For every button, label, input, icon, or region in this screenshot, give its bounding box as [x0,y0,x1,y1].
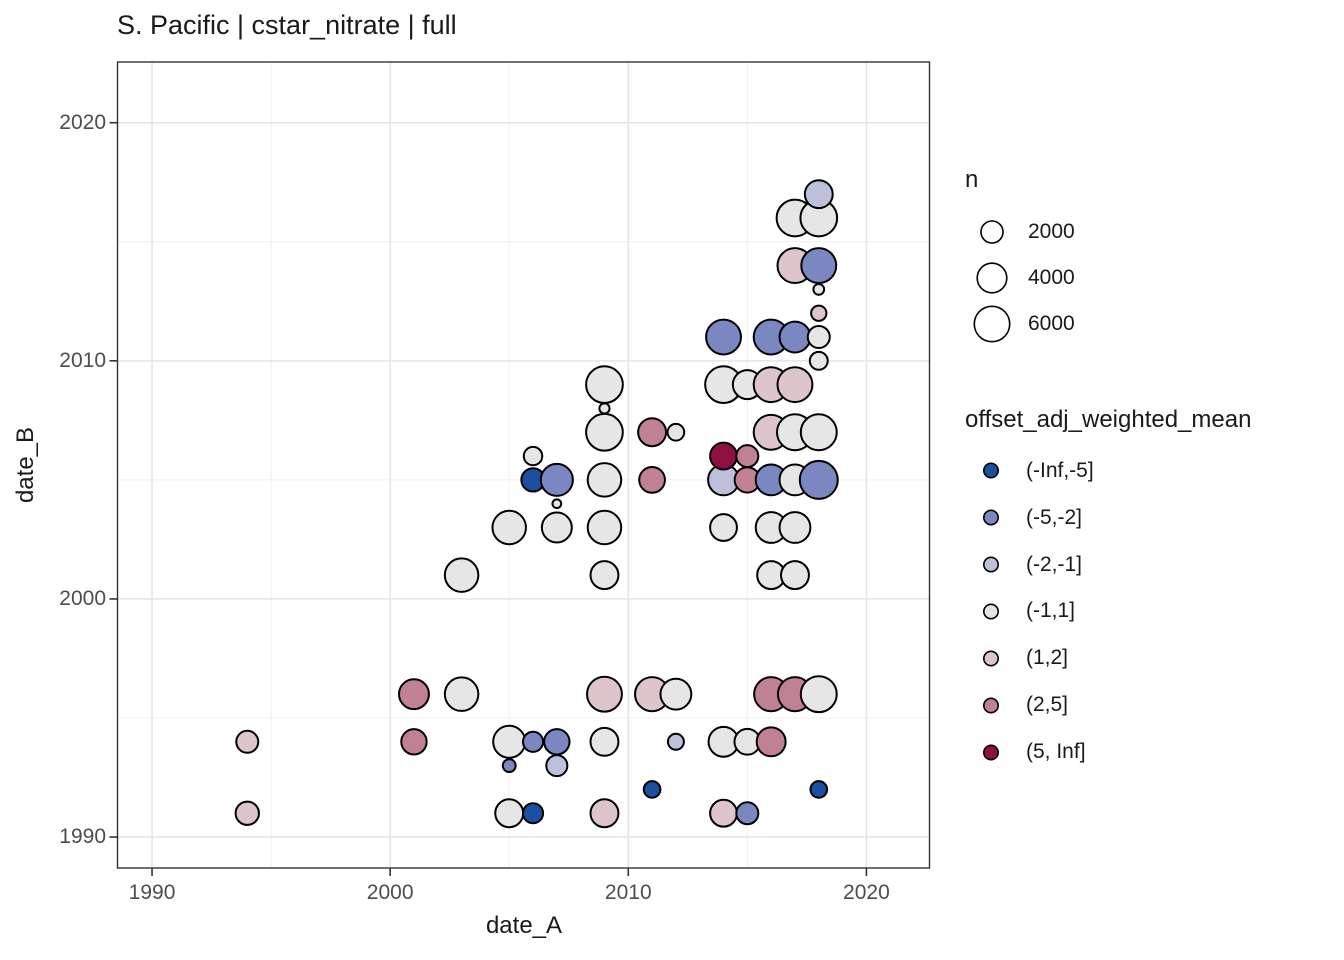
color-legend-label: (-Inf,-5] [1026,459,1094,482]
x-axis-title: date_A [485,912,563,939]
size-legend-label: 2000 [1028,220,1075,243]
data-point [585,412,624,452]
color-legend-label: (2,5] [1026,693,1069,716]
size-legend-swatch [980,220,1004,244]
data-point [806,325,831,350]
size-legend-label: 6000 [1028,312,1075,335]
data-point [443,557,480,593]
chart-title: S. Pacific | cstar_nitrate | full [117,10,457,40]
data-point [666,732,685,751]
color-legend-title: offset_adj_weighted_mean [965,406,1252,433]
data-point [589,726,620,757]
data-point [586,462,623,498]
data-point [735,444,760,469]
data-point [398,678,430,711]
color-legend-swatch [982,462,999,479]
data-point [735,801,760,826]
data-point [543,728,571,756]
data-point [235,729,260,754]
data-point [809,780,829,799]
x-tick-label: 2010 [604,881,652,904]
data-point [799,675,838,714]
data-point [705,318,742,356]
size-legend-label: 4000 [1028,266,1075,289]
data-point [491,509,527,546]
data-point [812,282,826,296]
color-legend-swatch [982,697,999,714]
data-point [521,730,545,753]
data-point [551,498,563,510]
panel-border [116,61,931,869]
data-point [798,459,839,500]
data-point [638,466,666,494]
data-point [637,417,668,448]
data-point [598,402,611,415]
data-point [494,798,525,829]
y-axis-title: date_B [12,426,39,504]
data-point [589,560,620,591]
size-legend-title: n [965,166,979,193]
data-point [799,413,838,452]
color-legend-label: (-1,1] [1026,599,1076,622]
data-point [778,511,812,544]
y-tick-label: 1990 [59,825,106,849]
data-point [800,247,838,285]
data-point [589,798,620,829]
color-legend-swatch [982,650,999,667]
data-point [586,675,623,713]
color-legend-swatch [982,603,999,620]
data-point [666,422,686,442]
data-point [810,304,828,322]
color-legend-swatch [982,744,999,761]
data-point [400,728,428,756]
data-point [522,445,544,467]
data-point [659,677,693,711]
color-legend-label: (1,2] [1026,646,1069,669]
color-legend-swatch [982,509,999,526]
data-point [492,724,527,759]
data-point [539,462,574,497]
data-point [780,560,810,591]
data-point [586,509,623,546]
y-tick-label: 2000 [59,586,106,610]
y-tick-label: 2020 [59,110,106,134]
color-legend-label: (-5,-2] [1026,506,1083,529]
x-tick-label: 1990 [128,881,176,904]
data-point [545,754,569,778]
data-point [540,511,573,544]
y-tick-label: 2010 [59,348,106,372]
color-legend-swatch [982,556,999,573]
color-legend-label: (5, Inf] [1026,740,1086,763]
data-point [709,798,738,828]
data-point [709,513,738,542]
data-point [755,726,787,758]
data-point [521,802,545,825]
data-point [234,800,260,826]
data-point [443,676,480,712]
x-tick-label: 2000 [366,881,414,904]
data-point [501,758,517,774]
data-point [778,320,812,354]
data-point [585,365,624,404]
data-point [642,780,662,799]
data-point [808,350,829,371]
size-legend-swatch [973,305,1011,343]
size-legend-swatch [976,262,1008,294]
x-tick-label: 2020 [843,881,890,904]
data-point [803,179,834,210]
color-legend-label: (-2,-1] [1026,553,1083,576]
data-point [709,441,738,471]
data-point [776,366,814,404]
